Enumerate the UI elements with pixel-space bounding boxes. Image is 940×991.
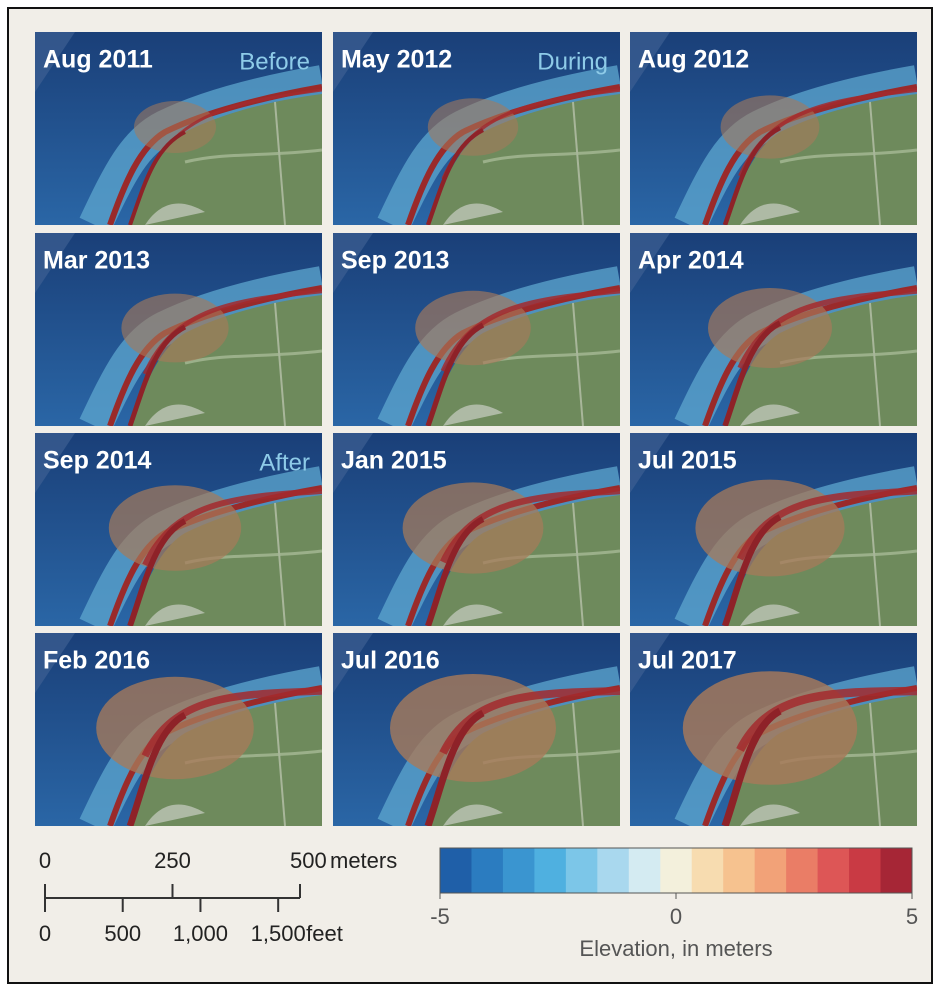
- colorbar-label: -5: [430, 904, 450, 929]
- figure: Aug 2011 Before May 2012 During Aug 2012 Mar …: [0, 0, 940, 991]
- sediment-fan: [721, 95, 820, 158]
- color-cell: [755, 848, 787, 893]
- scale-label: 1,000: [173, 921, 228, 946]
- panel-label: Jan 2015: [341, 447, 447, 475]
- colorbar-label: 0: [670, 904, 682, 929]
- color-cell: [786, 848, 818, 893]
- map-panel: Aug 2012: [630, 32, 917, 225]
- map-panel: Apr 2014: [630, 233, 917, 426]
- color-cell: [534, 848, 566, 893]
- panel-tag: Before: [239, 48, 310, 75]
- map-panel: Jan 2015: [333, 433, 620, 626]
- map-panel: Aug 2011 Before: [35, 32, 322, 225]
- map-panel: Jul 2016: [333, 633, 620, 826]
- color-cell: [440, 848, 472, 893]
- panel-tag: During: [537, 48, 608, 75]
- panel-label: Feb 2016: [43, 647, 150, 675]
- sediment-fan: [134, 101, 216, 153]
- colorbar-title: Elevation, in meters: [579, 936, 772, 961]
- scale-label: 0: [39, 848, 51, 873]
- color-cell: [692, 848, 724, 893]
- panel-label: Jul 2015: [638, 447, 737, 475]
- color-cell: [849, 848, 881, 893]
- scale-label: 500: [290, 848, 327, 873]
- scale-label: 500: [104, 921, 141, 946]
- panel-label: May 2012: [341, 46, 452, 74]
- color-cell: [818, 848, 850, 893]
- colorbar-label: 5: [906, 904, 918, 929]
- color-cell: [503, 848, 535, 893]
- panel-label: Aug 2011: [43, 46, 153, 74]
- map-panel: Jul 2017: [630, 633, 917, 826]
- panel-label: Aug 2012: [638, 46, 749, 74]
- panel-label: Jul 2016: [341, 647, 440, 675]
- panel-label: Apr 2014: [638, 247, 744, 275]
- panel-label: Mar 2013: [43, 247, 150, 275]
- map-panel: Feb 2016: [35, 633, 322, 826]
- scale-label: 250: [154, 848, 191, 873]
- map-panel: Sep 2013: [333, 233, 620, 426]
- color-cell: [597, 848, 629, 893]
- color-cell: [629, 848, 661, 893]
- sediment-fan: [428, 98, 518, 156]
- color-cell: [881, 848, 913, 893]
- panel-tag: After: [259, 449, 310, 476]
- map-panel: May 2012 During: [333, 32, 620, 225]
- scale-label: 1,500: [251, 921, 306, 946]
- panel-label: Sep 2013: [341, 247, 449, 275]
- color-cell: [660, 848, 692, 893]
- sediment-fan: [96, 677, 254, 779]
- sediment-fan: [121, 294, 228, 363]
- panel-label: Sep 2014: [43, 447, 152, 475]
- map-panel: Jul 2015: [630, 433, 917, 626]
- map-panel: Mar 2013: [35, 233, 322, 426]
- color-cell: [471, 848, 503, 893]
- sediment-fan: [390, 674, 556, 782]
- sediment-fan: [683, 671, 857, 785]
- color-cell: [566, 848, 598, 893]
- scale-label: 0: [39, 921, 51, 946]
- map-panel: Sep 2014 After: [35, 433, 322, 626]
- scale-unit: meters: [330, 848, 397, 873]
- scale-unit: feet: [306, 921, 343, 946]
- color-cell: [723, 848, 755, 893]
- panel-label: Jul 2017: [638, 647, 737, 675]
